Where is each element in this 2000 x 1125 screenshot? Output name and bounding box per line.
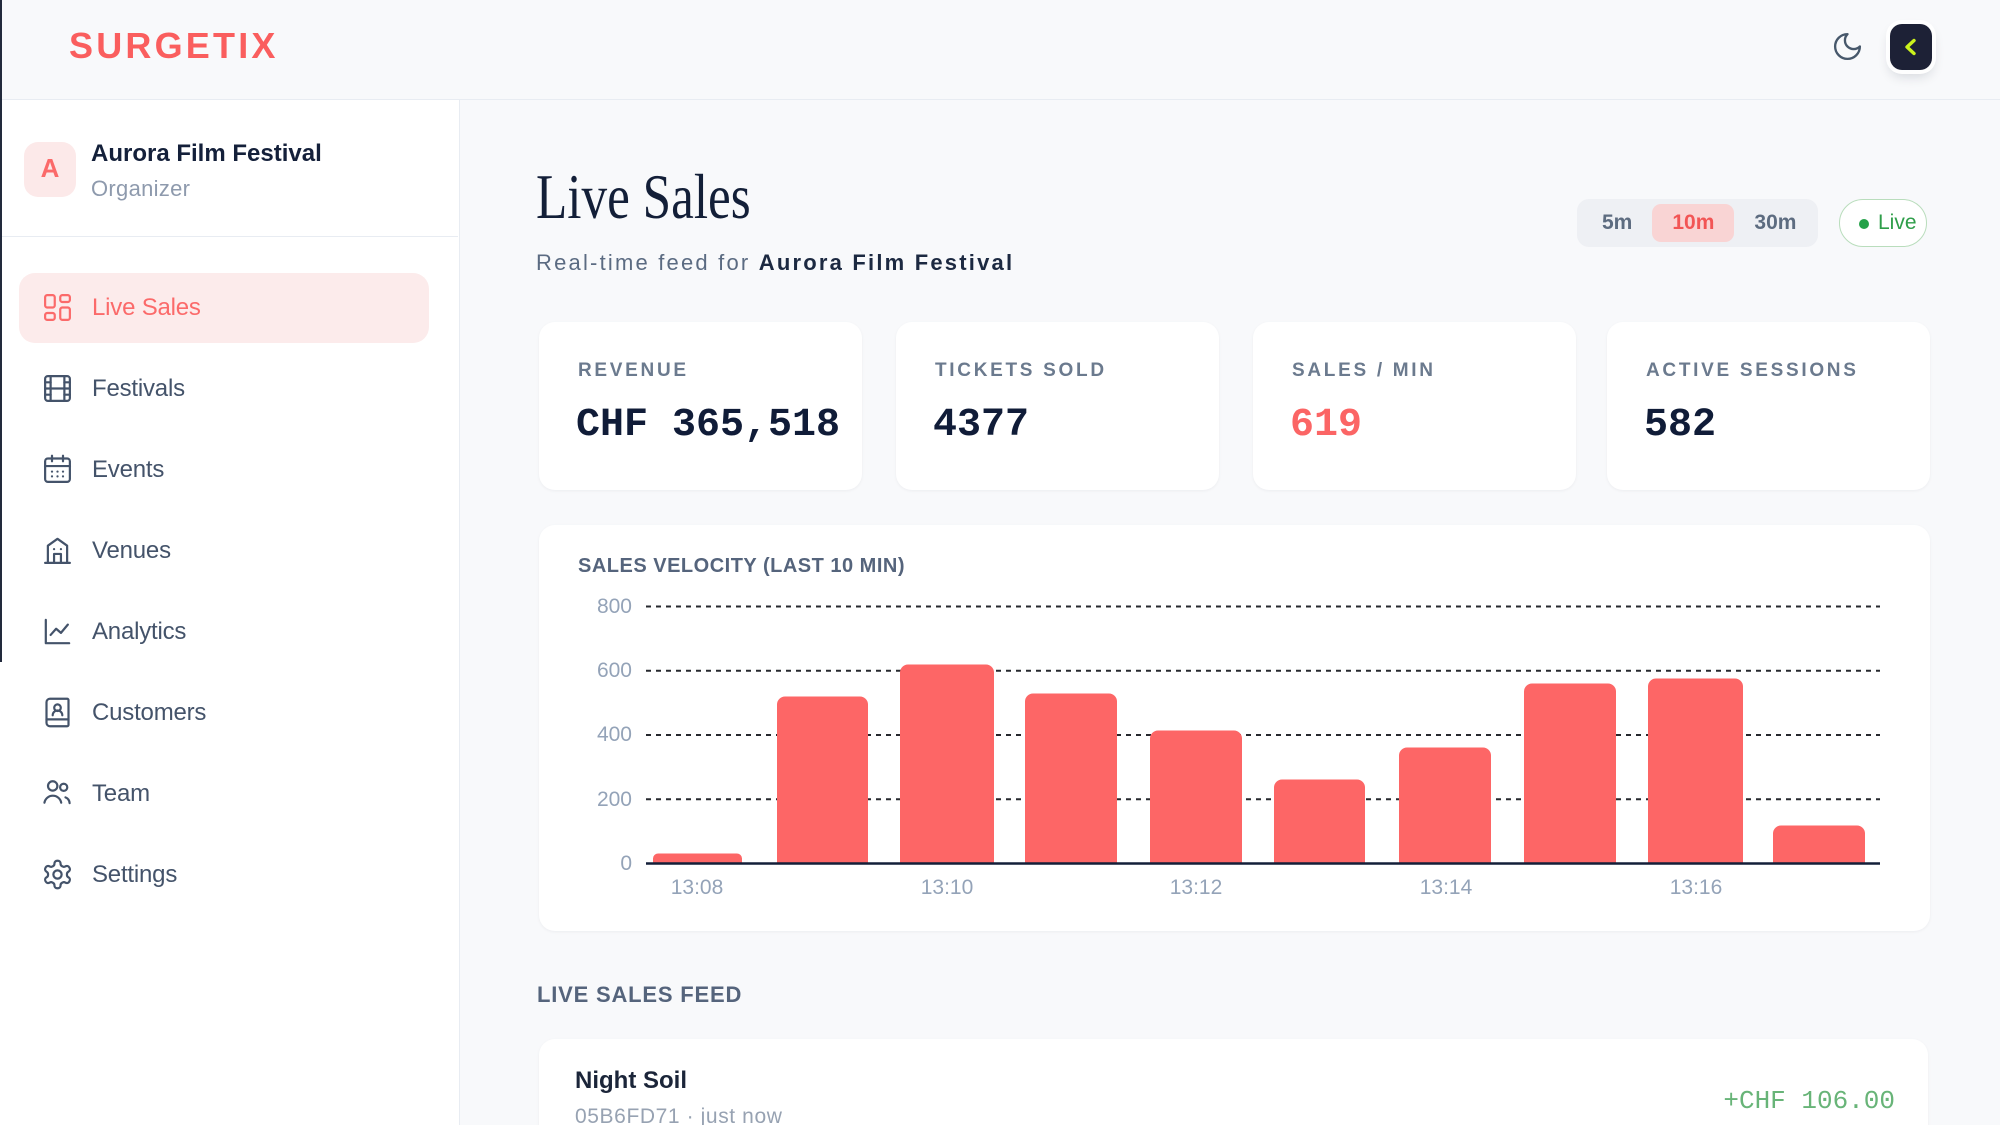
svg-text:13:12: 13:12 (1170, 876, 1223, 899)
svg-text:400: 400 (597, 723, 632, 746)
svg-text:13:10: 13:10 (921, 876, 974, 899)
svg-text:600: 600 (597, 659, 632, 682)
svg-text:800: 800 (597, 595, 632, 618)
svg-text:13:16: 13:16 (1670, 876, 1723, 899)
svg-text:13:14: 13:14 (1420, 876, 1473, 899)
svg-text:13:08: 13:08 (671, 876, 724, 899)
svg-text:0: 0 (620, 852, 632, 875)
svg-text:200: 200 (597, 788, 632, 811)
